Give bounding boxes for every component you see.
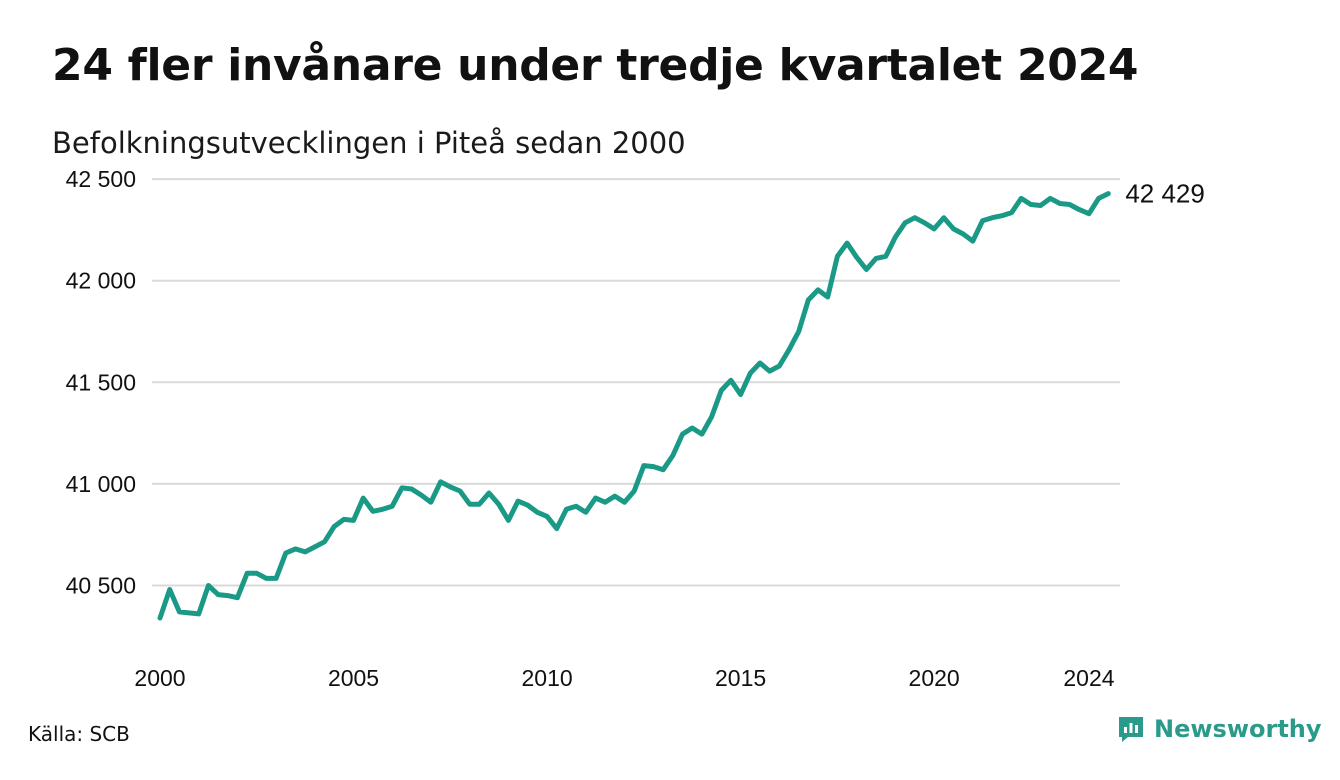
chart-title: 24 fler invånare under tredje kvartalet … <box>52 40 1139 91</box>
newsworthy-chart-icon <box>1119 717 1143 742</box>
x-tick-label: 2000 <box>134 665 185 691</box>
y-tick-label: 42 500 <box>66 166 136 192</box>
y-axis-tick-labels: 40 500 41 000 41 500 42 000 42 500 <box>66 166 136 598</box>
brand-name: Newsworthy <box>1154 715 1322 743</box>
y-tick-label: 42 000 <box>66 268 136 294</box>
chart-subtitle: Befolkningsutvecklingen i Piteå sedan 20… <box>52 126 686 160</box>
x-tick-label: 2024 <box>1063 665 1114 691</box>
x-tick-label: 2010 <box>521 665 572 691</box>
x-tick-label: 2015 <box>715 665 766 691</box>
x-axis-tick-labels: 2000 2005 2010 2015 2020 2024 <box>134 665 1114 691</box>
newsworthy-logo: Newsworthy <box>1116 714 1322 744</box>
source-label: Källa: SCB <box>28 722 130 746</box>
y-tick-label: 41 000 <box>66 471 136 497</box>
grid-layer <box>152 178 1120 587</box>
series-layer <box>157 191 1111 621</box>
x-tick-label: 2020 <box>909 665 960 691</box>
end-value-label: 42 429 <box>1125 179 1205 209</box>
y-tick-label: 41 500 <box>66 369 136 395</box>
y-tick-label: 40 500 <box>66 572 136 598</box>
series-line <box>157 191 1111 621</box>
x-tick-label: 2005 <box>328 665 379 691</box>
